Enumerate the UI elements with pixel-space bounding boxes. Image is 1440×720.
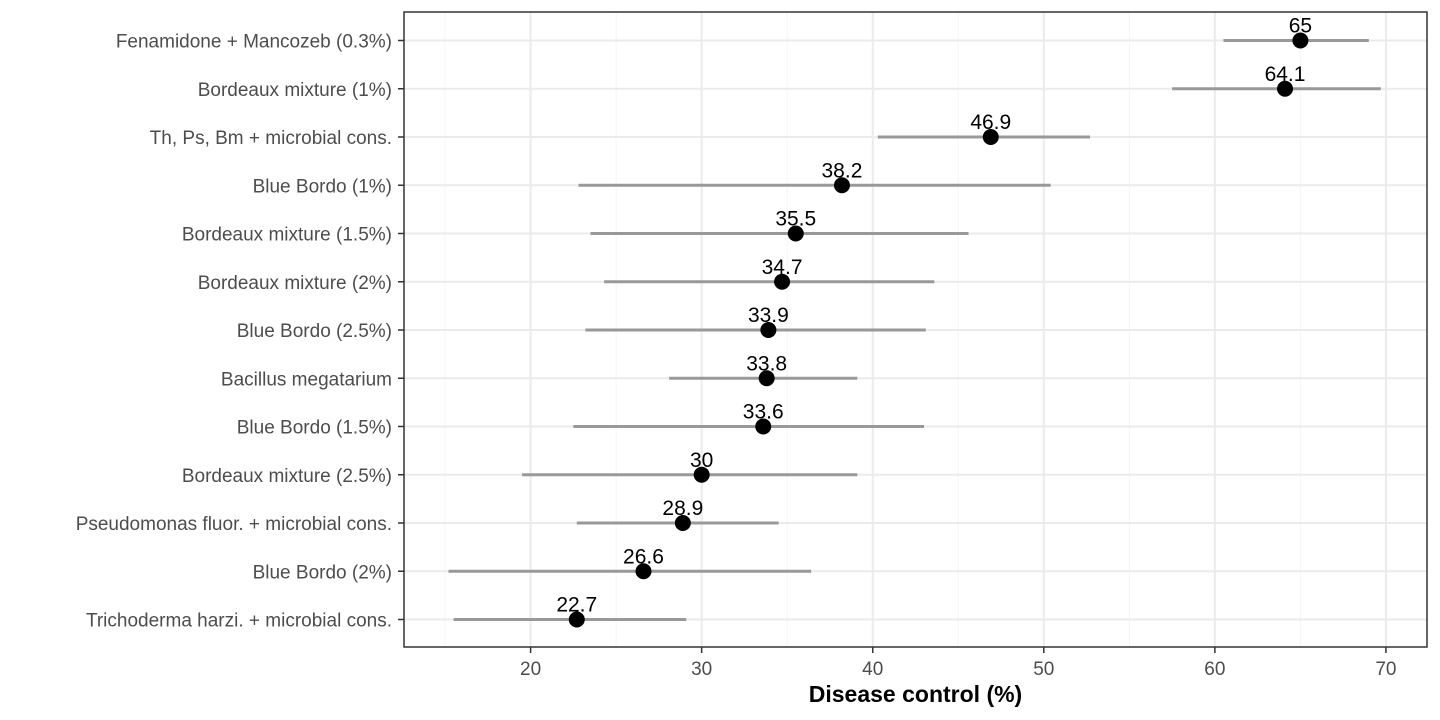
x-axis: 20 30 40 50 60 70 xyxy=(520,647,1397,680)
data-label: 33.6 xyxy=(743,401,784,424)
data-label: 28.9 xyxy=(662,497,703,520)
data-point xyxy=(774,273,791,290)
data-labels: 65 64.1 46.9 38.2 35.5 34.7 33.9 33.8 33.6 30 28.9… xyxy=(556,15,1312,617)
y-tick-label: Blue Bordo (1%) xyxy=(253,176,392,197)
data-point xyxy=(787,225,804,242)
x-axis-title: Disease control (%) xyxy=(809,681,1022,707)
data-label: 65 xyxy=(1289,15,1312,38)
data-point xyxy=(674,515,691,531)
data-label: 30 xyxy=(690,449,713,472)
data-label: 64.1 xyxy=(1265,63,1306,86)
x-tick-label: 20 xyxy=(520,659,541,680)
data-point xyxy=(1277,80,1294,97)
y-axis: Fenamidone + Mancozeb (0.3%) Bordeaux mix… xyxy=(76,32,404,632)
data-label: 34.7 xyxy=(762,256,803,279)
data-point xyxy=(833,177,850,194)
x-tick-label: 60 xyxy=(1204,659,1225,680)
y-tick-label: Bacillus megatarium xyxy=(221,369,392,390)
data-label: 33.9 xyxy=(748,304,789,327)
y-tick-label: Blue Bordo (1.5%) xyxy=(237,418,392,439)
x-tick-label: 40 xyxy=(862,659,883,680)
data-label: 35.5 xyxy=(775,208,816,231)
data-label: 46.9 xyxy=(970,111,1011,134)
data-point xyxy=(755,418,772,435)
x-tick-label: 70 xyxy=(1375,659,1396,680)
y-tick-label: Bordeaux mixture (2%) xyxy=(198,273,392,294)
points xyxy=(568,32,1309,628)
data-label: 33.8 xyxy=(746,352,787,375)
x-tick-label: 50 xyxy=(1033,659,1054,680)
data-label: 22.7 xyxy=(556,594,597,617)
data-point xyxy=(568,611,585,628)
x-tick-label: 30 xyxy=(691,659,712,680)
data-point xyxy=(758,370,775,387)
y-tick-label: Bordeaux mixture (1%) xyxy=(198,80,392,101)
y-tick-label: Trichoderma harzi. + microbial cons. xyxy=(86,611,392,632)
data-label: 26.6 xyxy=(623,545,664,568)
y-tick-label: Pseudomonas fluor. + microbial cons. xyxy=(76,514,392,535)
data-point xyxy=(635,563,652,580)
y-tick-label: Blue Bordo (2.5%) xyxy=(237,321,392,342)
y-tick-label: Blue Bordo (2%) xyxy=(253,562,392,583)
y-tick-label: Th, Ps, Bm + microbial cons. xyxy=(150,128,392,149)
data-point xyxy=(760,322,777,338)
y-tick-label: Bordeaux mixture (2.5%) xyxy=(182,466,392,487)
data-point xyxy=(1292,32,1309,49)
data-point xyxy=(982,129,999,145)
data-point xyxy=(693,466,710,483)
errorbars xyxy=(448,39,1381,621)
data-label: 38.2 xyxy=(822,159,863,182)
y-tick-label: Fenamidone + Mancozeb (0.3%) xyxy=(116,32,392,53)
y-tick-label: Bordeaux mixture (1.5%) xyxy=(182,225,392,246)
